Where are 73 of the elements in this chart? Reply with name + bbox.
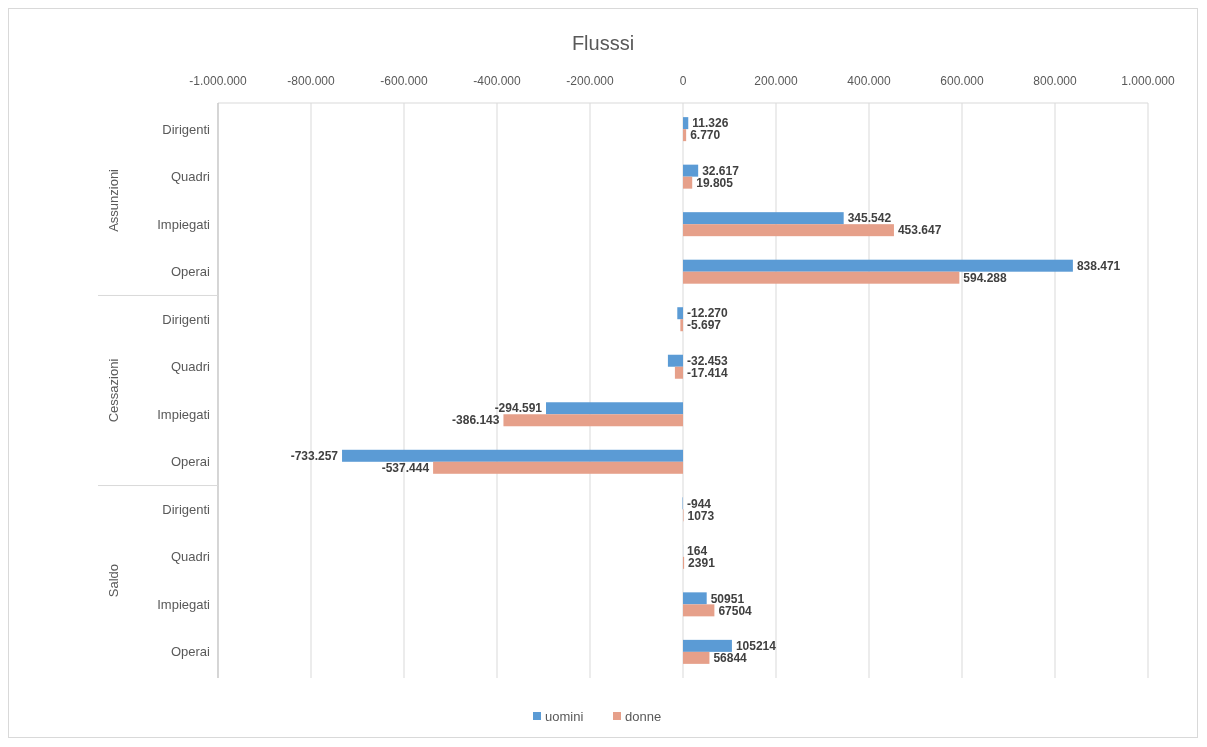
bar bbox=[433, 461, 683, 474]
x-tick-label: 0 bbox=[679, 74, 687, 88]
data-label: 1073 bbox=[687, 508, 715, 523]
bar bbox=[546, 402, 683, 415]
y-tick-label: Dirigenti bbox=[162, 311, 211, 327]
x-tick-label: 800.000 bbox=[1033, 74, 1078, 88]
data-label: 32.617 bbox=[702, 163, 740, 178]
text: Cessazioni bbox=[106, 358, 121, 423]
data-label: 56844 bbox=[713, 651, 748, 666]
x-tick-label: -800.000 bbox=[287, 74, 336, 88]
data-label: 50951 bbox=[710, 591, 745, 606]
y-tick-label: Dirigenti bbox=[162, 121, 211, 137]
data-label: -294.591 bbox=[494, 401, 543, 416]
y-tick-label: Dirigenti bbox=[162, 501, 211, 517]
data-label: -386.143 bbox=[452, 413, 500, 428]
y-tick-label: Quadri bbox=[170, 549, 211, 565]
data-label: 164 bbox=[687, 544, 708, 559]
data-label: 19.805 bbox=[696, 175, 734, 190]
text: Saldo bbox=[106, 563, 121, 598]
text: Assunzioni bbox=[106, 168, 121, 232]
y-tick-label: Operai bbox=[170, 264, 211, 280]
bar bbox=[683, 176, 693, 189]
x-tick-label: 400.000 bbox=[847, 74, 892, 88]
y-tick-label: Quadri bbox=[170, 359, 211, 375]
bar bbox=[342, 449, 683, 462]
chart-title: Flusssi bbox=[571, 32, 635, 54]
bar bbox=[683, 651, 710, 664]
y-tick-label: Quadri bbox=[170, 169, 211, 185]
data-label: 453.647 bbox=[897, 223, 942, 238]
x-tick-label: 1.000.000 bbox=[1121, 74, 1176, 88]
bar bbox=[683, 164, 699, 177]
legend-label: donne bbox=[625, 708, 662, 724]
data-label: 6.770 bbox=[690, 128, 721, 143]
data-label: 345.542 bbox=[847, 211, 892, 226]
legend-label: uomini bbox=[545, 708, 584, 724]
data-label: -944 bbox=[687, 496, 712, 511]
bar bbox=[683, 592, 707, 605]
data-label: 67504 bbox=[718, 603, 753, 618]
bar bbox=[667, 354, 683, 367]
bar bbox=[683, 212, 844, 225]
x-tick-label: 200.000 bbox=[754, 74, 799, 88]
bar bbox=[683, 639, 732, 652]
x-tick-label: -600.000 bbox=[380, 74, 429, 88]
data-label: 838.471 bbox=[1076, 258, 1121, 273]
data-label: -537.444 bbox=[381, 460, 430, 475]
x-tick-label: -200.000 bbox=[566, 74, 615, 88]
bar bbox=[683, 604, 715, 617]
y-tick-label: Operai bbox=[170, 454, 211, 470]
data-label: -5.697 bbox=[687, 318, 722, 333]
data-label: -733.257 bbox=[290, 448, 339, 463]
data-label: -17.414 bbox=[687, 365, 729, 380]
data-label: 594.288 bbox=[963, 270, 1008, 285]
data-label: -12.270 bbox=[687, 306, 729, 321]
bar bbox=[683, 259, 1073, 272]
y-tick-label: Impiegati bbox=[157, 406, 211, 422]
data-label: 105214 bbox=[735, 639, 777, 654]
data-label: 2391 bbox=[688, 556, 716, 571]
bar bbox=[683, 129, 687, 142]
y-tick-label: Impiegati bbox=[157, 596, 211, 612]
bar bbox=[683, 271, 960, 284]
bar bbox=[674, 366, 683, 379]
bar bbox=[683, 224, 894, 237]
x-tick-label: 600.000 bbox=[940, 74, 985, 88]
data-label: 11.326 bbox=[692, 116, 729, 131]
bar bbox=[677, 307, 683, 320]
data-label: -32.453 bbox=[687, 353, 729, 368]
x-tick-label: -1.000.000 bbox=[189, 74, 248, 88]
bar bbox=[680, 319, 683, 332]
y-tick-label: Operai bbox=[170, 644, 211, 660]
bar bbox=[683, 117, 689, 130]
y-tick-label: Impiegati bbox=[157, 216, 211, 232]
bar bbox=[503, 414, 683, 427]
x-tick-label: -400.000 bbox=[473, 74, 522, 88]
